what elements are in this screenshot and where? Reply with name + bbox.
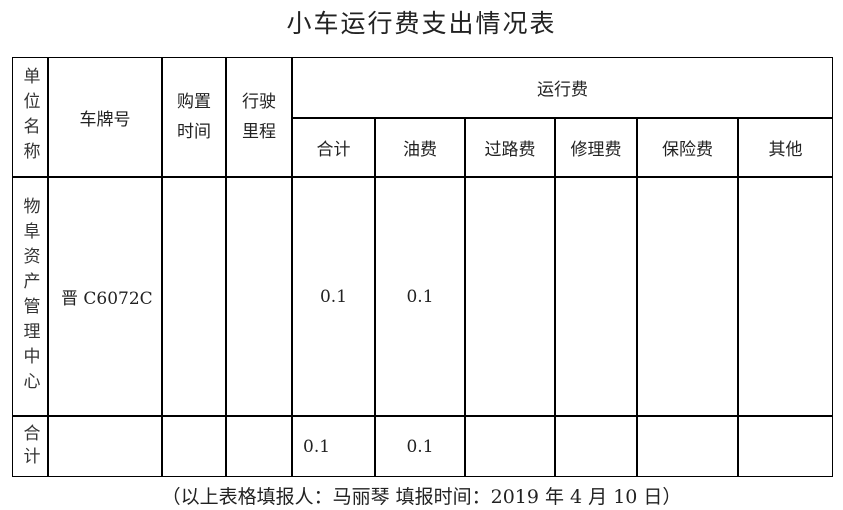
cell-plate: 晋 C6072C: [48, 177, 162, 416]
header-repair: 修理费: [555, 118, 637, 177]
cell-insurance: [637, 177, 738, 416]
label: 里程: [242, 122, 276, 142]
summary-cell: [48, 416, 162, 477]
cell-purchase-time: [162, 177, 226, 416]
cell-other: [738, 177, 833, 416]
header-mileage: 行驶 里程: [226, 57, 292, 177]
header-insurance: 保险费: [637, 118, 738, 177]
header-operating-cost: 运行费: [292, 57, 833, 118]
footer-note: （以上表格填报人：马丽琴 填报时间：2019 年 4 月 10 日）: [161, 486, 682, 508]
cell-toll: [465, 177, 555, 416]
page-title: 小车运行费支出情况表: [286, 9, 557, 38]
summary-label: 合计: [12, 416, 48, 477]
label: 时间: [177, 122, 211, 142]
label: 行驶: [242, 92, 276, 112]
summary-cell: [465, 416, 555, 477]
summary-cell: [637, 416, 738, 477]
label: 购置: [177, 92, 211, 112]
header-toll: 过路费: [465, 118, 555, 177]
header-unit-name: 单位名称: [12, 57, 48, 177]
summary-total: 0.1: [292, 416, 375, 477]
cell-repair: [555, 177, 637, 416]
cell-mileage: [226, 177, 292, 416]
header-plate: 车牌号: [48, 57, 162, 177]
header-fuel: 油费: [375, 118, 465, 177]
cell-unit: 物阜资产管理中心: [12, 177, 48, 416]
summary-cell: [162, 416, 226, 477]
cell-total: 0.1: [292, 177, 375, 416]
header-other: 其他: [738, 118, 833, 177]
summary-cell: [555, 416, 637, 477]
cell-fuel: 0.1: [375, 177, 465, 416]
summary-cell: [738, 416, 833, 477]
header-purchase-time: 购置 时间: [162, 57, 226, 177]
header-total: 合计: [292, 118, 375, 177]
summary-cell: [226, 416, 292, 477]
summary-fuel: 0.1: [375, 416, 465, 477]
